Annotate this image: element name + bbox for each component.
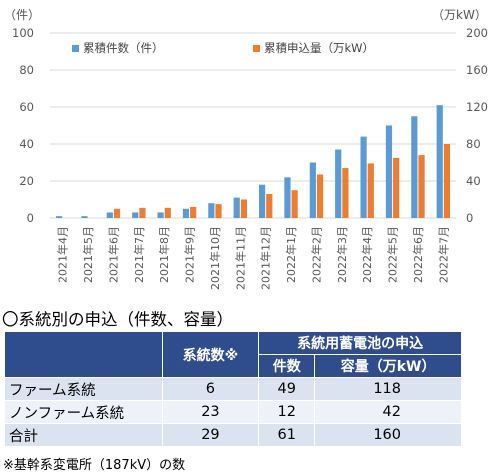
table-row: ノンファーム系統 23 12 42 [4,400,462,424]
header-group: 系統用蓄電池の申込 [258,331,462,355]
bar-capacity [190,206,197,218]
bar-cases [182,208,190,218]
legend-item-capacity: 累積申込量（万kW） [253,40,374,56]
bar-cases [284,177,291,218]
x-tick-label: 2021年12月 [259,226,273,290]
bar-capacity [113,208,121,218]
x-tick-label: 2021年11月 [233,226,247,290]
bar-cases [132,212,139,218]
legend-item-cases: 累積件数（件） [72,40,164,56]
bar-capacity [367,163,374,218]
left-tick-label: 40 [19,137,34,151]
left-tick-label: 60 [19,100,34,114]
row-name: ノンファーム系統 [4,400,163,424]
x-tick-label: 2021年8月 [157,226,171,283]
bar-cases [360,136,367,218]
row-capacity: 160 [314,423,462,447]
right-tick-label: 200 [466,26,488,40]
x-tick-label: 2022年5月 [386,226,400,283]
x-tick-label: 2022年3月 [335,226,349,283]
x-tick-label: 2021年6月 [106,226,120,283]
row-capacity: 118 [314,377,462,401]
x-tick-label: 2022年2月 [309,226,323,283]
header-count-col: 系統数※ [161,331,260,378]
x-tick-label: 2022年7月 [436,226,450,283]
bar-capacity [443,144,451,218]
table-row: 合計 29 61 160 [4,423,462,447]
x-tick-label: 2021年7月 [132,226,146,283]
bar-cases [233,197,240,218]
legend-swatch-orange [253,44,260,52]
row-cases: 49 [258,377,316,401]
table-header-row: 系統数※ 系統用蓄電池の申込 [4,331,462,378]
header-cases: 件数 [258,354,316,378]
row-count: 23 [161,400,260,424]
x-tick-label: 2021年9月 [183,226,197,283]
footnote: ※基幹系変電所（187kV）の数 [3,458,186,473]
bar-cases [157,212,164,218]
row-cases: 12 [258,400,316,424]
x-tick-label: 2021年4月 [56,226,70,283]
bar-capacity [316,174,324,218]
bar-cases [208,203,215,218]
bar-cases [106,212,113,218]
row-name: ファーム系統 [4,377,163,401]
x-tick-label: 2022年6月 [411,226,425,283]
right-tick-label: 120 [466,100,488,114]
header-empty [4,331,163,378]
row-capacity: 42 [314,400,462,424]
right-tick-label: 160 [466,63,488,77]
x-tick-label: 2021年5月 [81,226,95,283]
bar-cases [411,116,418,218]
left-tick-label: 20 [19,174,34,188]
bar-cases [258,184,266,218]
bar-capacity [266,193,273,218]
bar-cases [385,125,393,218]
bar-capacity [291,190,298,218]
bar-cases [81,216,88,218]
bar-cases [436,105,443,218]
bar-capacity [215,204,222,218]
bar-chart: 0 0 20 40 40 80 60 120 80 160 100 200 2021年4月 2021年5月… [12,26,488,290]
section-title: 〇系統別の申込（件数、容量） [2,310,233,329]
bar-cases [335,149,342,218]
left-axis-unit: （件） [4,8,41,22]
x-tick-label: 2021年10月 [208,226,222,290]
bar-cases [309,162,316,218]
row-count: 29 [161,423,260,447]
bar-capacity [240,199,248,218]
header-capacity: 容量（万kW） [314,354,462,378]
bar-capacity [342,168,349,218]
row-name: 合計 [4,423,163,447]
table-row: ファーム系統 6 49 118 [4,377,462,401]
left-tick-label: 80 [19,63,34,77]
legend-swatch-blue [72,44,79,52]
x-tick-label: 2022年4月 [360,226,374,283]
left-tick-label: 0 [27,211,34,225]
bar-capacity [164,207,171,218]
bar-capacity [139,207,146,218]
right-axis-unit: （万kW） [432,8,487,22]
row-cases: 61 [258,423,316,447]
left-tick-label: 100 [12,26,34,40]
bar-capacity [418,155,425,218]
row-count: 6 [161,377,260,401]
application-table: 系統数※ 系統用蓄電池の申込 件数 容量（万kW） ファーム系統 6 49 11… [4,331,462,447]
bar-cases [55,216,63,218]
bar-capacity [393,157,400,218]
right-tick-label: 80 [466,137,481,151]
x-tick-label: 2022年1月 [284,226,298,283]
legend-label-capacity: 累積申込量（万kW） [264,41,375,55]
tick-labels: 0 0 20 40 40 80 60 120 80 160 100 200 2021年4月 2021年5月… [12,26,488,290]
legend-label-cases: 累積件数（件） [83,41,164,55]
right-tick-label: 0 [466,211,473,225]
bar-group [55,105,451,218]
right-tick-label: 40 [466,174,481,188]
